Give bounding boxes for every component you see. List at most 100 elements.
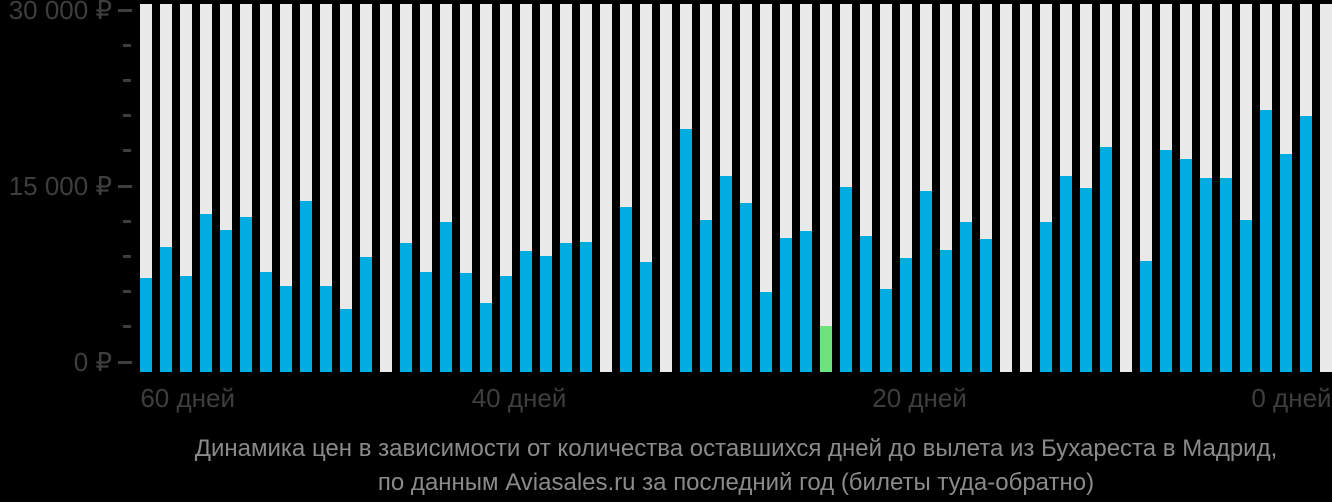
bar-fill [280, 286, 292, 372]
bar-column[interactable] [1180, 4, 1192, 372]
bar-column-empty[interactable] [660, 4, 672, 372]
y-tick-mark-major [118, 184, 132, 188]
bar-column[interactable] [860, 4, 872, 372]
bar-column[interactable] [900, 4, 912, 372]
bar-column[interactable] [180, 4, 192, 372]
bar-column[interactable] [280, 4, 292, 372]
y-tick-label: 0 ₽ [73, 347, 112, 377]
bar-column[interactable] [240, 4, 252, 372]
bar-column[interactable] [1100, 4, 1112, 372]
x-tick-label: 20 дней [872, 383, 967, 413]
bar-column[interactable] [160, 4, 172, 372]
bar-fill [900, 258, 912, 372]
bar-column[interactable] [1220, 4, 1232, 372]
bar-fill [1180, 158, 1192, 372]
bar-fill [440, 221, 452, 372]
bar-column[interactable] [580, 4, 592, 372]
bar-column[interactable] [200, 4, 212, 372]
bar-column[interactable] [780, 4, 792, 372]
bar-column[interactable] [960, 4, 972, 372]
bar-fill [200, 213, 212, 372]
bar-column-empty[interactable] [1120, 4, 1132, 372]
bar-fill [1280, 153, 1292, 372]
y-tick-mark-minor [123, 290, 131, 294]
bar-fill [1040, 221, 1052, 372]
bar-fill [1240, 219, 1252, 372]
bar-column[interactable] [620, 4, 632, 372]
bar-column[interactable] [740, 4, 752, 372]
bar-column[interactable] [800, 4, 812, 372]
bar-column[interactable] [300, 4, 312, 372]
bar-column-empty[interactable] [1000, 4, 1012, 372]
bar-column[interactable] [720, 4, 732, 372]
bar-column[interactable] [680, 4, 692, 372]
y-tick-mark-minor [123, 254, 131, 258]
bar-column[interactable] [140, 4, 152, 372]
bar-fill [1200, 178, 1212, 372]
bar-column[interactable] [560, 4, 572, 372]
bar-column[interactable] [640, 4, 652, 372]
bar-fill [800, 231, 812, 372]
bar-column[interactable] [760, 4, 772, 372]
bar-column-empty[interactable] [600, 4, 612, 372]
bar-column[interactable] [1240, 4, 1252, 372]
bar-column[interactable] [1040, 4, 1052, 372]
y-tick-mark-minor [123, 114, 131, 118]
bar-fill [840, 186, 852, 372]
bar-column[interactable] [1080, 4, 1092, 372]
bar-column[interactable] [1140, 4, 1152, 372]
bar-fill [940, 250, 952, 372]
bar-column[interactable] [260, 4, 272, 372]
bar-fill [1100, 146, 1112, 372]
bar-column[interactable] [1300, 4, 1312, 372]
bar-fill [860, 235, 872, 372]
bar-fill [540, 255, 552, 372]
bar-column[interactable] [840, 4, 852, 372]
bar-column[interactable] [1280, 4, 1292, 372]
bar-fill [1160, 150, 1172, 372]
bar-column[interactable] [700, 4, 712, 372]
caption-line-1: Динамика цен в зависимости от количества… [194, 435, 1278, 462]
bar-column[interactable] [220, 4, 232, 372]
bar-column[interactable] [1200, 4, 1212, 372]
bar-column-empty[interactable] [1320, 4, 1332, 372]
bar-column[interactable] [340, 4, 352, 372]
bar-fill [980, 239, 992, 372]
bar-column[interactable] [1260, 4, 1272, 372]
bar-column-empty[interactable] [380, 4, 392, 372]
y-tick-mark-minor [123, 78, 131, 82]
bar-fill [580, 241, 592, 372]
bar-column[interactable] [360, 4, 372, 372]
bar-column[interactable] [940, 4, 952, 372]
bar-column-empty[interactable] [1020, 4, 1032, 372]
bar-fill [960, 221, 972, 372]
bar-column[interactable] [820, 4, 832, 372]
bar-column[interactable] [1160, 4, 1172, 372]
bar-column[interactable] [920, 4, 932, 372]
bar-column[interactable] [440, 4, 452, 372]
y-tick-mark-minor [123, 149, 131, 153]
bar-fill [160, 246, 172, 372]
bar-fill [1140, 260, 1152, 372]
bar-column[interactable] [500, 4, 512, 372]
bar-fill [300, 200, 312, 372]
bar-column[interactable] [880, 4, 892, 372]
bar-column[interactable] [520, 4, 532, 372]
bar-column[interactable] [420, 4, 432, 372]
bar-fill [620, 206, 632, 372]
bar-fill [1060, 176, 1072, 372]
bar-column[interactable] [460, 4, 472, 372]
bar-column[interactable] [1060, 4, 1072, 372]
y-tick-mark-minor [123, 325, 131, 329]
bar-fill [260, 272, 272, 372]
x-tick-label: 0 дней [1251, 383, 1332, 413]
bar-column[interactable] [480, 4, 492, 372]
bar-fill [1260, 110, 1272, 372]
bar-column[interactable] [400, 4, 412, 372]
bar-fill [780, 238, 792, 372]
bar-column[interactable] [980, 4, 992, 372]
bar-column[interactable] [540, 4, 552, 372]
plot-area [140, 4, 1332, 372]
bar-column[interactable] [320, 4, 332, 372]
